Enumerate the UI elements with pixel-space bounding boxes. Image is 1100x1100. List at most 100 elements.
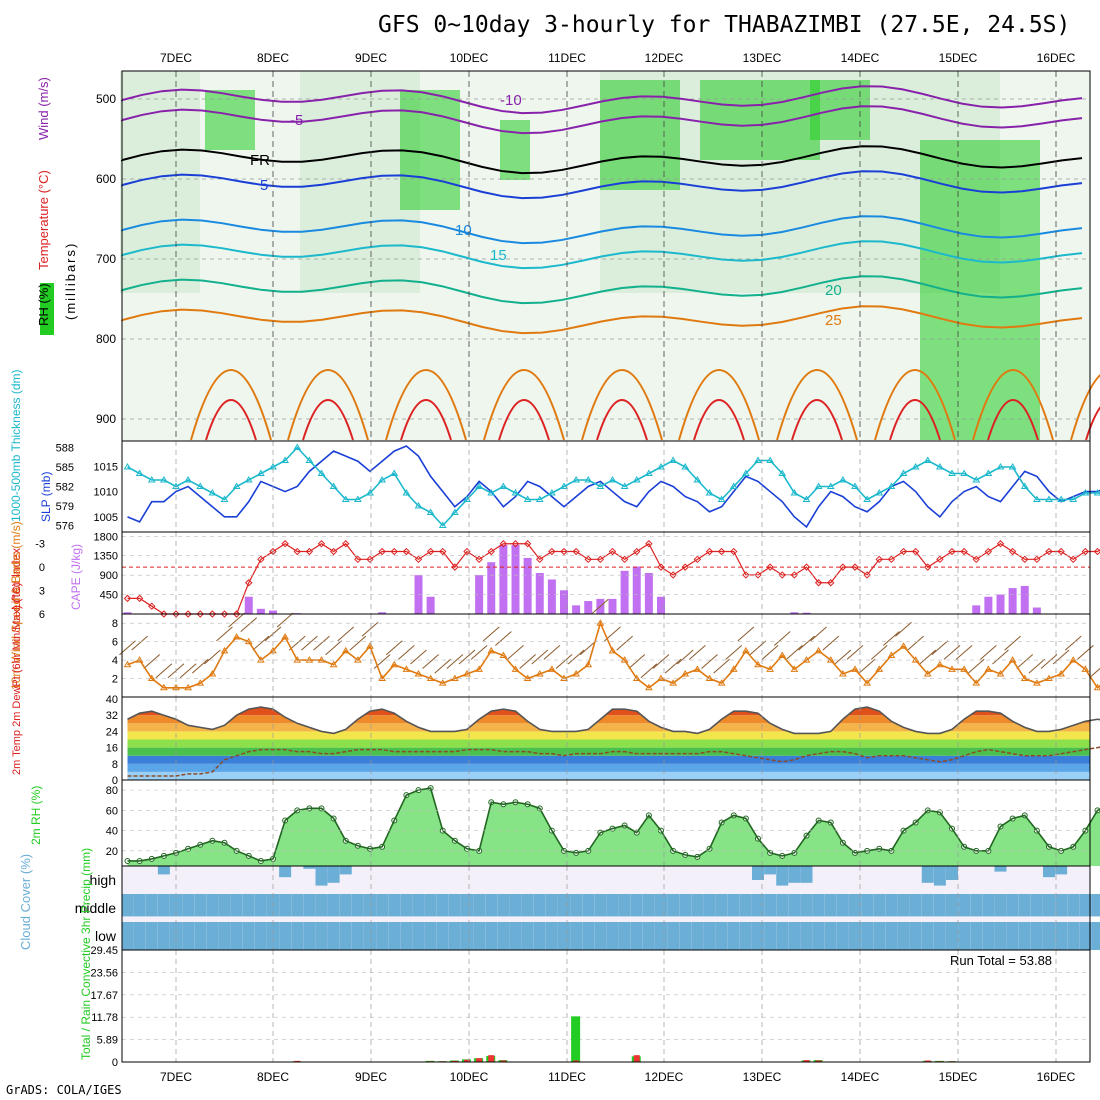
cloud-bar-middle — [291, 894, 304, 917]
cloud-bar-low — [655, 922, 667, 950]
wind-barb — [543, 644, 561, 660]
wind-barb — [579, 640, 597, 656]
contour-label: FR — [250, 152, 270, 169]
y-tick-slp: 1015 — [94, 461, 118, 473]
temp-band — [127, 755, 1090, 764]
wind-barb — [470, 644, 488, 660]
wind-barb — [434, 658, 452, 674]
cloud-bar-middle — [885, 894, 898, 917]
cloud-bar-high — [764, 866, 777, 875]
cape-bar — [560, 590, 568, 614]
wind-speed-point — [608, 646, 617, 654]
y-tick-cape: 1800 — [94, 531, 118, 543]
contour-line — [121, 85, 1083, 115]
cloud-bar-middle — [946, 894, 958, 917]
li-point — [754, 571, 762, 579]
cloud-bar-low — [242, 922, 255, 950]
wind-speed-point — [390, 660, 399, 668]
footer-credit: GrADS: COLA/IGES — [6, 1083, 122, 1097]
cloud-bar-middle — [1055, 894, 1068, 917]
cloud-bar-low — [946, 922, 958, 950]
y-label-cape: CAPE (J/kg) — [69, 544, 83, 610]
cape-bar — [547, 579, 556, 614]
legend-rh: RH (%) — [36, 283, 51, 326]
cape-bar — [790, 612, 799, 614]
temp-contour-arc — [693, 399, 745, 441]
li-point — [402, 547, 411, 556]
wind-barb — [883, 631, 900, 646]
wind-barb — [1004, 635, 1021, 651]
cloud-bar-low — [630, 922, 643, 950]
cloud-bar-low — [642, 922, 655, 950]
cape-bar — [256, 608, 265, 614]
wind-barb — [761, 644, 779, 660]
cloud-bar-middle — [824, 894, 837, 917]
x-tick-bottom: 14DEC — [841, 1070, 880, 1084]
temp-contour-arc — [972, 369, 1054, 441]
cape-bar — [475, 575, 484, 614]
precip-convective-bar — [924, 1060, 931, 1062]
cloud-bar-low — [849, 922, 861, 950]
y-tick-wind: 8 — [112, 618, 118, 630]
y-label-slp: SLP (mb) — [39, 472, 53, 522]
cloud-bar-middle — [582, 894, 595, 917]
y-tick-cape: 1350 — [94, 551, 118, 563]
li-point — [863, 571, 871, 579]
x-tick-bottom: 7DEC — [160, 1070, 192, 1084]
cloud-bar-high — [752, 866, 764, 880]
cloud-bar-middle — [424, 894, 437, 917]
precip-convective-bar — [464, 1059, 470, 1062]
thickness-point — [390, 469, 399, 476]
cloud-bar-high — [303, 866, 316, 869]
wind-speed-point — [1069, 656, 1078, 663]
y-tick-temp: 32 — [106, 710, 118, 722]
cloud-bar-low — [994, 922, 1007, 950]
y-tick-cloud: middle — [75, 900, 116, 916]
y-tick-precip: 5.89 — [97, 1035, 118, 1047]
rh-legend-swatch — [40, 283, 54, 335]
cloud-bar-middle — [994, 894, 1007, 917]
li-point — [984, 547, 993, 556]
temp-contour-arc — [776, 369, 858, 441]
y-tick-wind: 2 — [112, 674, 118, 686]
temp-band — [122, 699, 1090, 707]
cloud-bar-middle — [351, 894, 364, 917]
cloud-bar-middle — [715, 894, 728, 917]
cloud-bar-middle — [800, 894, 813, 917]
cloud-bar-low — [424, 922, 437, 950]
wind-barb — [798, 635, 815, 651]
cloud-bar-high — [1043, 866, 1055, 878]
y-tick-temp: 0 — [112, 775, 118, 787]
y-tick-pressure: 700 — [96, 252, 116, 266]
cloud-bar-low — [739, 922, 752, 950]
temp-contour-arc — [1070, 374, 1100, 441]
cloud-bar-low — [133, 922, 146, 950]
cape-bar — [511, 544, 520, 614]
precip-convective-bar — [294, 1060, 301, 1062]
wind-speed-point — [281, 633, 290, 640]
wind-speed-point — [632, 674, 641, 682]
y-tick-li: 0 — [39, 562, 45, 574]
cloud-bar-high — [327, 866, 340, 883]
cloud-bar-middle — [933, 894, 946, 917]
y-tick-slp: 1005 — [94, 512, 118, 524]
temp-band — [127, 731, 1090, 740]
contour-line — [121, 145, 1083, 175]
cloud-bar-low — [885, 922, 898, 950]
wind-speed-point — [584, 660, 593, 668]
wind-barb — [1064, 635, 1082, 651]
y-tick-precip: 23.56 — [90, 967, 118, 979]
y-tick-cloud: high — [90, 872, 116, 888]
temp-contour-arc — [385, 369, 467, 441]
cloud-bar-middle — [545, 894, 558, 917]
li-point — [851, 563, 859, 571]
wind-speed-point — [1057, 669, 1066, 677]
cape-bar — [1008, 588, 1017, 614]
precip-convective-bar — [451, 1060, 458, 1062]
y-tick-temp: 8 — [112, 759, 118, 771]
temp-contour-arc — [1085, 406, 1100, 441]
cloud-bar-low — [157, 922, 170, 950]
cloud-bar-low — [291, 922, 304, 950]
x-tick-top: 15DEC — [939, 51, 978, 65]
cloud-bar-middle — [121, 894, 134, 917]
